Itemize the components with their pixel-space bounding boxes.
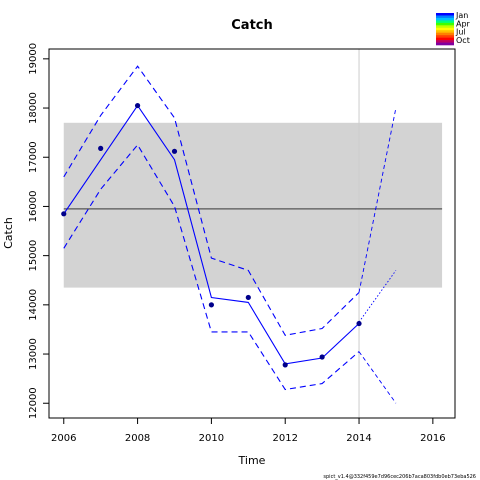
version-footer: spict_v1.4@332f459e7d96cec206b7aca803fdb…: [323, 474, 476, 480]
observation-point: [134, 102, 141, 109]
confidence-band: [63, 122, 443, 288]
x-tick-label: 2008: [125, 433, 150, 444]
observation-point: [245, 294, 251, 301]
series-layer: [63, 65, 397, 404]
chart-title: Catch: [231, 18, 273, 33]
x-axis-label: Time: [238, 454, 266, 467]
legend-color-swatch: [436, 25, 454, 29]
series-line-2: [63, 143, 360, 391]
series-line-5: [358, 351, 397, 404]
y-tick-label: 17000: [28, 141, 39, 173]
y-axis-label: Catch: [2, 217, 15, 249]
legend-color-swatch: [436, 30, 454, 33]
series-line-4: [358, 107, 397, 293]
observation-points-layer: [61, 102, 362, 368]
observation-point: [282, 362, 288, 368]
y-tick-label: 14000: [28, 289, 39, 321]
observation-point: [319, 354, 325, 360]
series-line-0: [63, 104, 360, 365]
legend-entry: Jan: [455, 11, 468, 20]
y-tick-label: 12000: [28, 387, 39, 419]
x-tick-label: 2016: [420, 433, 445, 444]
legend-color-swatch: [436, 37, 454, 41]
legend-color-swatch: [436, 35, 454, 38]
y-tick-label: 13000: [28, 338, 39, 370]
legend-color-swatch: [436, 32, 454, 36]
x-tick-label: 2012: [272, 433, 297, 444]
observation-point: [208, 302, 214, 308]
legend-color-swatch: [436, 15, 454, 19]
y-tick-label: 16000: [28, 191, 39, 223]
legend-entry: Apr: [456, 19, 471, 28]
x-tick-label: 2010: [199, 433, 224, 444]
plot-frame: [48, 48, 456, 419]
y-axis: 12000 13000 14000 15000 16000 17000 18000 19000: [28, 43, 49, 419]
legend-color-swatch: [436, 13, 454, 16]
x-tick-label: 2014: [346, 433, 371, 444]
reference-lines-layer: [63, 49, 443, 418]
series-line-3: [358, 270, 397, 323]
legend-color-swatch: [436, 20, 454, 24]
legend-color-swatch: [436, 17, 454, 21]
legend-entry: Oct: [456, 36, 470, 45]
y-tick-label: 15000: [28, 240, 39, 272]
observation-point: [98, 145, 104, 151]
legend-entry: Jul: [455, 28, 466, 37]
legend-color-swatch: [436, 40, 454, 43]
legend-color-swatch: [436, 22, 454, 26]
y-tick-label: 19000: [28, 43, 39, 75]
legend-color-swatch: [436, 27, 454, 31]
confidence-band-layer: [63, 122, 443, 288]
x-tick-label: 2006: [51, 433, 76, 444]
legend-color-swatch: [436, 42, 454, 46]
observation-point: [356, 320, 362, 327]
x-axis: 2006 2008 2010 2012 2014 2016: [51, 418, 446, 444]
observation-point: [171, 148, 178, 154]
y-tick-label: 18000: [28, 92, 39, 124]
series-line-1: [63, 65, 360, 336]
observation-point: [61, 211, 67, 217]
